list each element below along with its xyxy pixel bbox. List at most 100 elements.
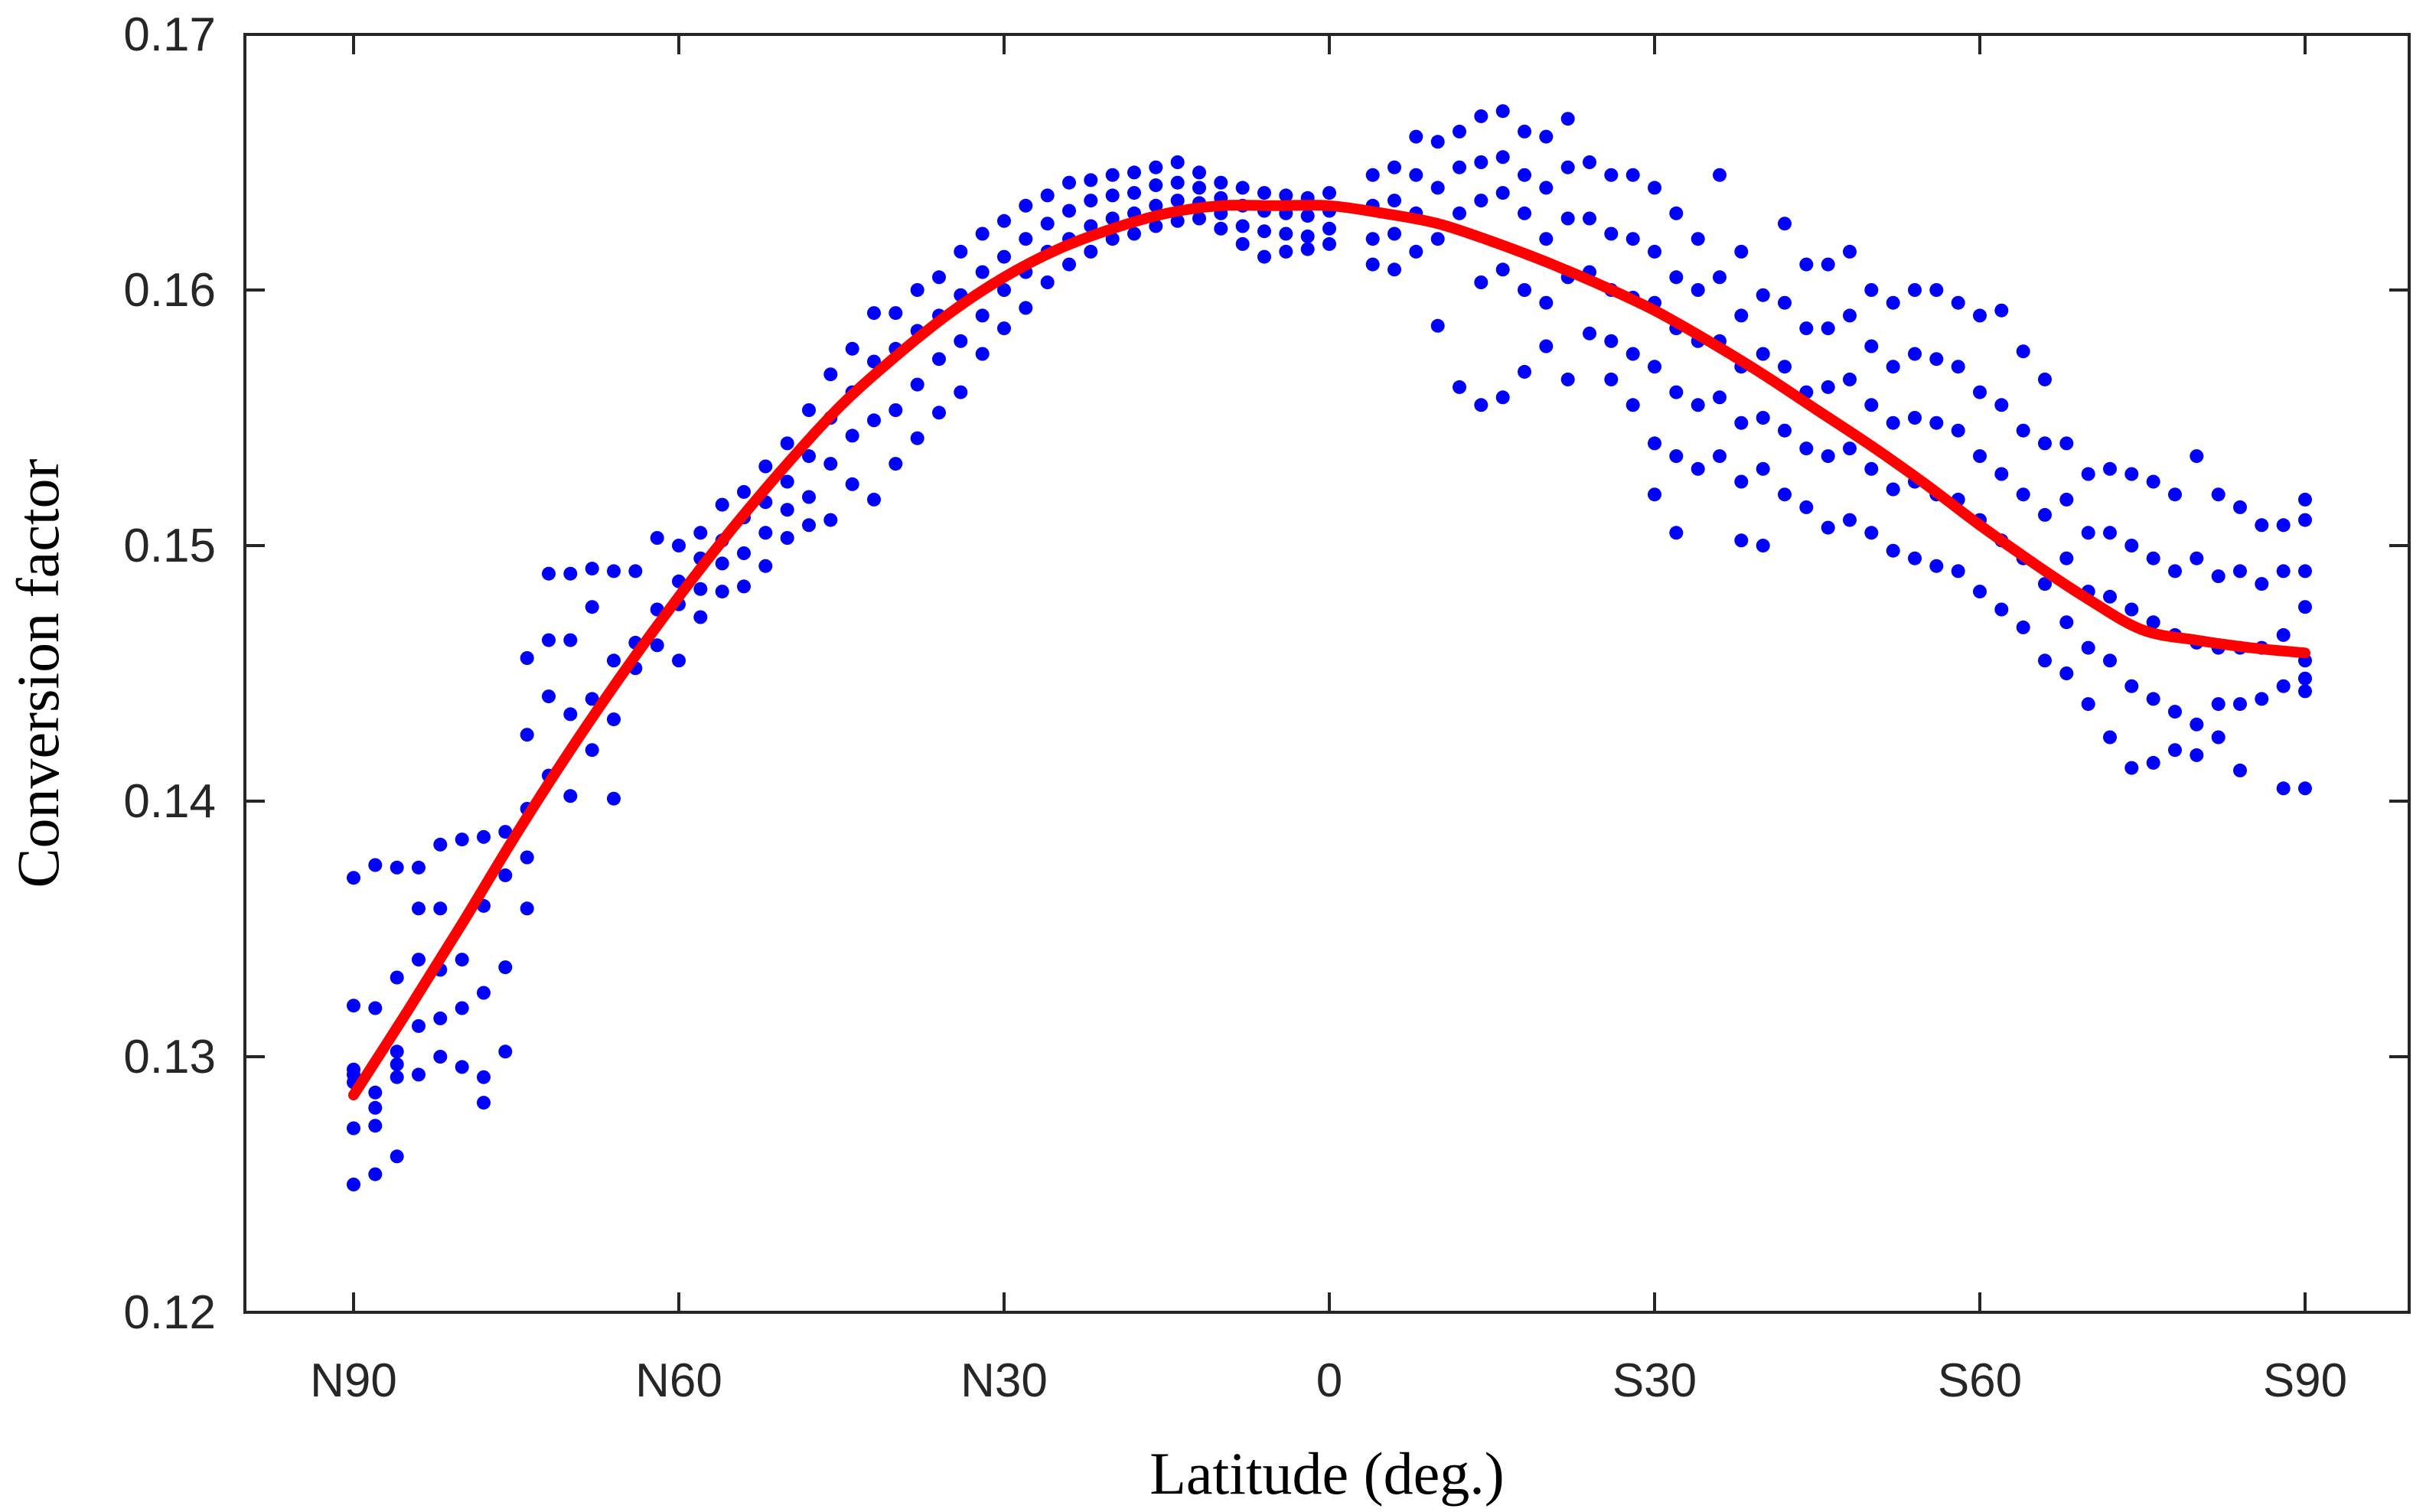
scatter-point bbox=[650, 531, 664, 545]
scatter-point bbox=[1669, 270, 1684, 285]
scatter-point bbox=[1908, 551, 1922, 565]
scatter-point bbox=[1495, 150, 1510, 165]
scatter-point bbox=[477, 1096, 491, 1110]
scatter-point bbox=[1713, 449, 1727, 464]
x-tick-label: S60 bbox=[1938, 1354, 2022, 1407]
scatter-point bbox=[433, 1050, 448, 1064]
scatter-point bbox=[867, 413, 881, 428]
scatter-point bbox=[1539, 339, 1554, 354]
scatter-point bbox=[1604, 168, 1619, 182]
scatter-point bbox=[2146, 692, 2160, 706]
scatter-point bbox=[2016, 487, 2030, 502]
scatter-point bbox=[1994, 303, 2009, 318]
scatter-point bbox=[477, 829, 491, 844]
scatter-point bbox=[1062, 257, 1076, 272]
x-tick-label: N30 bbox=[960, 1354, 1048, 1407]
scatter-point bbox=[975, 347, 990, 361]
scatter-point bbox=[1929, 283, 1944, 297]
y-tick-label: 0.12 bbox=[123, 1286, 216, 1339]
scatter-point bbox=[1539, 295, 1554, 310]
scatter-point bbox=[1518, 124, 1531, 138]
plot-frame bbox=[243, 33, 2411, 1314]
scatter-point bbox=[1040, 188, 1055, 203]
scatter-point bbox=[693, 610, 708, 624]
scatter-point bbox=[758, 559, 773, 573]
scatter-point bbox=[1474, 194, 1489, 208]
scatter-point bbox=[693, 526, 708, 540]
scatter-point bbox=[715, 585, 729, 599]
scatter-point bbox=[1973, 308, 1987, 323]
scatter-point bbox=[910, 431, 924, 445]
scatter-point bbox=[780, 474, 794, 489]
scatter-point bbox=[347, 1178, 360, 1191]
scatter-point bbox=[368, 858, 383, 872]
scatter-point bbox=[2081, 697, 2095, 712]
scatter-point bbox=[1821, 380, 1835, 394]
scatter-point bbox=[585, 562, 599, 576]
scatter-point bbox=[433, 901, 448, 916]
scatter-point bbox=[2103, 589, 2117, 604]
scatter-point bbox=[1170, 194, 1185, 208]
scatter-point bbox=[2016, 620, 2030, 634]
scatter-point bbox=[2081, 640, 2095, 655]
scatter-point bbox=[2298, 492, 2312, 507]
scatter-point bbox=[997, 321, 1011, 336]
scatter-point bbox=[780, 531, 794, 545]
scatter-point bbox=[1756, 347, 1770, 361]
scatter-point bbox=[889, 457, 903, 471]
scatter-point bbox=[1864, 339, 1879, 354]
scatter-point bbox=[2124, 467, 2139, 481]
scatter-point bbox=[2233, 500, 2247, 514]
scatter-point bbox=[1886, 360, 1900, 374]
scatter-point bbox=[672, 653, 686, 668]
scatter-point bbox=[542, 633, 556, 647]
scatter-point bbox=[1908, 411, 1922, 425]
scatter-point bbox=[1951, 564, 1965, 578]
scatter-point bbox=[867, 306, 881, 321]
scatter-point bbox=[1474, 155, 1489, 169]
scatter-point bbox=[1387, 160, 1401, 174]
scatter-point bbox=[1625, 347, 1640, 361]
scatter-point bbox=[2276, 781, 2291, 796]
scatter-point bbox=[2038, 577, 2052, 591]
scatter-point bbox=[1214, 175, 1228, 190]
scatter-point bbox=[1322, 221, 1336, 236]
scatter-point bbox=[2038, 653, 2052, 668]
scatter-point bbox=[2081, 467, 2095, 481]
scatter-point bbox=[1604, 372, 1619, 386]
scatter-point bbox=[758, 459, 773, 474]
scatter-point bbox=[368, 1085, 383, 1100]
scatter-point bbox=[1886, 295, 1900, 310]
scatter-point bbox=[889, 306, 903, 321]
scatter-point bbox=[1560, 112, 1575, 126]
scatter-point bbox=[1669, 385, 1684, 399]
scatter-point bbox=[498, 1044, 513, 1059]
scatter-point bbox=[2059, 615, 2074, 630]
scatter-point bbox=[975, 265, 990, 279]
scatter-point bbox=[455, 1001, 469, 1015]
scatter-point bbox=[1084, 194, 1098, 208]
scatter-point bbox=[2038, 507, 2052, 522]
scatter-point bbox=[672, 539, 686, 552]
y-axis-label: Conversion factor bbox=[5, 458, 71, 888]
scatter-point bbox=[1170, 213, 1185, 228]
scatter-point bbox=[737, 546, 751, 560]
scatter-point bbox=[1973, 449, 1987, 464]
scatter-point bbox=[2276, 564, 2291, 578]
scatter-point bbox=[1994, 602, 2009, 617]
scatter-point bbox=[1474, 398, 1489, 412]
scatter-point bbox=[2211, 569, 2225, 584]
scatter-point bbox=[1799, 321, 1814, 336]
scatter-point bbox=[1821, 321, 1835, 336]
scatter-point bbox=[368, 1001, 383, 1015]
scatter-point bbox=[2059, 492, 2074, 507]
scatter-point bbox=[368, 1100, 383, 1115]
scatter-point bbox=[628, 564, 643, 578]
scatter-point bbox=[1365, 257, 1380, 272]
scatter-point bbox=[2146, 755, 2160, 770]
scatter-point bbox=[2168, 564, 2182, 578]
scatter-point bbox=[390, 1070, 404, 1084]
scatter-point bbox=[1235, 219, 1250, 233]
scatter-point bbox=[1973, 385, 1987, 399]
